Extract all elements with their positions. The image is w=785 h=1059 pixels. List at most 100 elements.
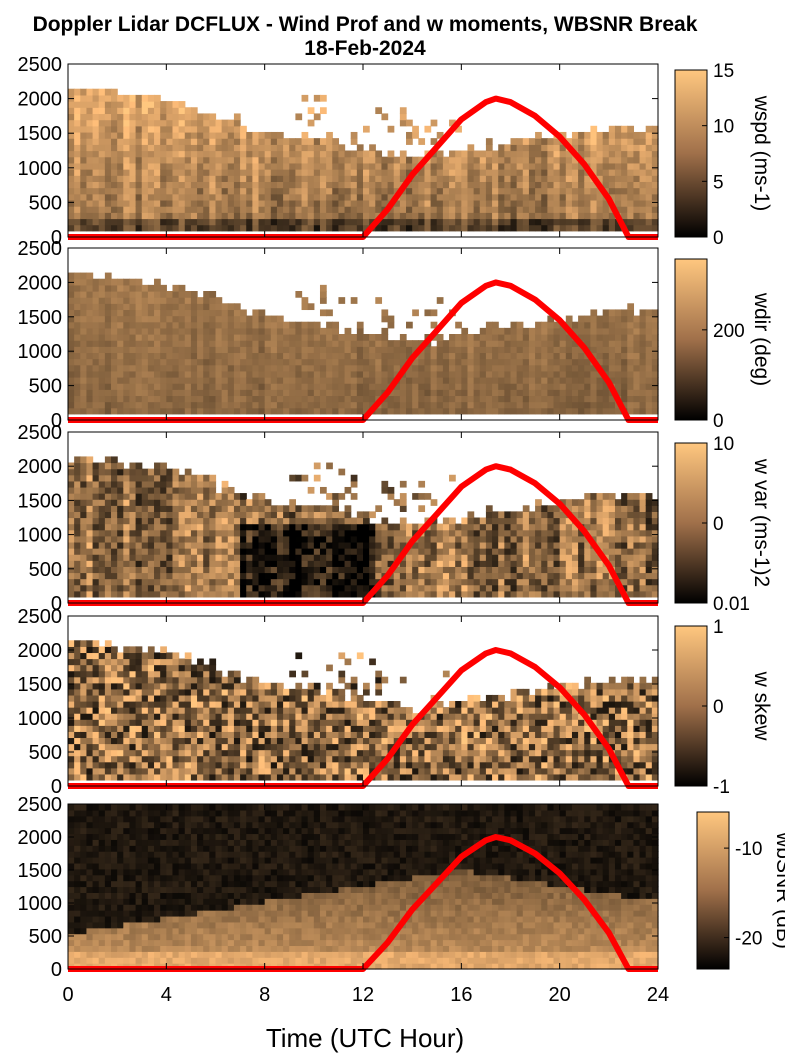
heatmap-cell bbox=[215, 511, 223, 519]
heatmap-cell bbox=[276, 181, 284, 189]
heatmap-cell bbox=[492, 554, 499, 561]
heatmap-cell bbox=[154, 327, 161, 335]
heatmap-cell bbox=[295, 150, 303, 158]
heatmap-cell bbox=[240, 169, 247, 176]
heatmap-cell bbox=[86, 554, 94, 561]
heatmap-cell bbox=[332, 150, 340, 158]
heatmap-cell bbox=[363, 535, 370, 543]
heatmap-cell bbox=[571, 401, 579, 409]
heatmap-cell bbox=[92, 327, 100, 335]
heatmap-cell bbox=[283, 535, 290, 543]
heatmap-cell bbox=[307, 389, 315, 397]
heatmap-cell bbox=[135, 297, 143, 304]
heatmap-cell bbox=[651, 181, 659, 189]
heatmap-cell bbox=[381, 346, 389, 354]
heatmap-cell bbox=[270, 407, 278, 415]
heatmap-cell bbox=[590, 181, 598, 189]
heatmap-cell bbox=[252, 584, 260, 592]
heatmap-cell bbox=[424, 352, 432, 360]
heatmap-cell bbox=[639, 523, 647, 531]
heatmap-cell bbox=[184, 169, 192, 176]
heatmap-cell bbox=[307, 150, 315, 158]
heatmap-cell bbox=[449, 340, 456, 347]
heatmap-cell bbox=[326, 377, 333, 384]
heatmap-cell bbox=[553, 364, 561, 372]
heatmap-cell bbox=[86, 101, 94, 108]
heatmap-cell bbox=[406, 548, 413, 555]
heatmap-cell bbox=[344, 529, 352, 537]
heatmap-cell bbox=[166, 303, 174, 311]
heatmap-cell bbox=[203, 175, 210, 182]
heatmap-cell bbox=[80, 187, 88, 195]
heatmap-cell bbox=[356, 175, 364, 182]
heatmap-cell bbox=[147, 480, 155, 488]
heatmap-cell bbox=[614, 566, 622, 574]
heatmap-cell bbox=[479, 334, 487, 341]
heatmap-cell bbox=[356, 364, 364, 372]
heatmap-cell bbox=[651, 389, 659, 397]
heatmap-cell bbox=[123, 517, 131, 525]
heatmap-cell bbox=[264, 162, 272, 170]
heatmap-cell bbox=[141, 364, 149, 372]
heatmap-cell bbox=[74, 131, 81, 139]
heatmap-cell bbox=[104, 138, 112, 145]
heatmap-cell bbox=[473, 401, 481, 409]
heatmap-cell bbox=[485, 199, 493, 207]
heatmap-cell bbox=[215, 144, 223, 152]
heatmap-cell bbox=[172, 523, 180, 531]
heatmap-cell bbox=[203, 505, 210, 512]
heatmap-cell bbox=[246, 346, 253, 354]
heatmap-cell bbox=[147, 138, 155, 145]
heatmap-cell bbox=[621, 499, 628, 506]
heatmap-cell bbox=[123, 511, 131, 519]
heatmap-cell bbox=[381, 193, 389, 201]
heatmap-cell bbox=[449, 395, 456, 403]
heatmap-cell bbox=[264, 144, 272, 152]
heatmap-cell bbox=[479, 212, 487, 220]
heatmap-cell bbox=[455, 535, 462, 543]
heatmap-cell bbox=[350, 138, 358, 145]
heatmap-cell bbox=[608, 505, 616, 512]
heatmap-cell bbox=[639, 554, 647, 561]
heatmap-cell bbox=[369, 169, 376, 176]
heatmap-cell bbox=[98, 462, 106, 470]
heatmap-cell bbox=[596, 560, 604, 567]
heatmap-cell bbox=[233, 162, 241, 170]
heatmap-cell bbox=[172, 352, 180, 360]
heatmap-cell bbox=[289, 511, 296, 519]
heatmap-cell bbox=[123, 321, 131, 329]
heatmap-cell bbox=[295, 199, 303, 207]
heatmap-cell bbox=[172, 119, 180, 127]
heatmap-cell bbox=[190, 107, 198, 115]
heatmap-cell bbox=[129, 125, 137, 133]
heatmap-cell bbox=[129, 187, 137, 195]
heatmap-cell bbox=[111, 352, 118, 360]
heatmap-cell bbox=[651, 125, 659, 133]
heatmap-cell bbox=[467, 150, 475, 158]
heatmap-cell bbox=[80, 590, 88, 598]
heatmap-cell bbox=[645, 224, 653, 232]
heatmap-cell bbox=[608, 156, 616, 164]
heatmap-cell bbox=[160, 113, 167, 121]
heatmap-cell bbox=[258, 578, 266, 586]
heatmap-cell bbox=[418, 584, 426, 592]
heatmap-cell bbox=[455, 224, 462, 232]
heatmap-cell bbox=[141, 352, 149, 360]
heatmap-cell bbox=[172, 560, 180, 567]
heatmap-cell bbox=[559, 541, 567, 549]
heatmap-cell bbox=[449, 584, 456, 592]
heatmap-cell bbox=[363, 162, 370, 170]
heatmap-cell bbox=[141, 340, 149, 347]
heatmap-cell bbox=[516, 370, 524, 378]
heatmap-cell bbox=[295, 187, 303, 195]
heatmap-cell bbox=[559, 584, 567, 592]
heatmap-cell bbox=[332, 144, 340, 152]
heatmap-cell bbox=[178, 119, 186, 127]
heatmap-cell bbox=[203, 303, 210, 311]
heatmap-cell bbox=[240, 181, 247, 189]
heatmap-cell bbox=[326, 358, 333, 366]
heatmap-cell bbox=[104, 315, 112, 323]
heatmap-cell bbox=[80, 505, 88, 512]
heatmap-cell bbox=[74, 566, 81, 574]
heatmap-cell bbox=[221, 505, 229, 512]
